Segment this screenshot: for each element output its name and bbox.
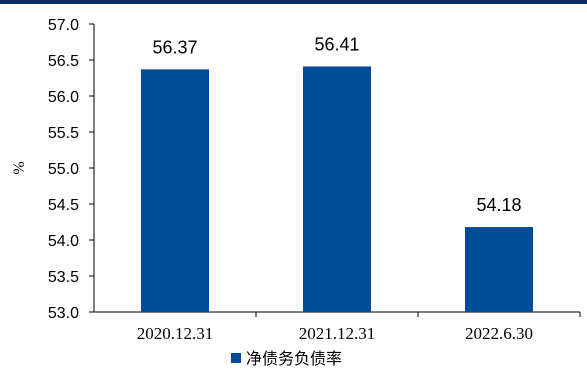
bar: [303, 66, 371, 312]
y-tick-label: 54.0: [48, 233, 79, 250]
y-tick-label: 55.5: [48, 125, 79, 142]
y-axis-label: %: [11, 161, 28, 174]
x-category-label: 2020.12.31: [137, 324, 214, 343]
y-tick-label: 53.5: [48, 269, 79, 286]
legend-label: 净债务负债率: [246, 349, 342, 368]
bar: [465, 227, 533, 312]
y-tick-label: 55.0: [48, 161, 79, 178]
x-category-label: 2022.6.30: [465, 324, 533, 343]
y-tick-label: 53.0: [48, 305, 79, 322]
legend: 净债务负债率: [231, 349, 342, 368]
y-tick-label: 56.0: [48, 89, 79, 106]
x-category-label: 2021.12.31: [299, 324, 376, 343]
y-tick-label: 54.5: [48, 197, 79, 214]
y-tick-label: 56.5: [48, 53, 79, 70]
bar: [141, 69, 209, 312]
top-rule: [0, 0, 587, 4]
y-ticks: 53.0 53.5 54.0 54.5 55.0 55.5 56.0 56.5 57.0: [48, 17, 94, 322]
data-labels: 56.37 56.41 54.18: [152, 34, 521, 215]
legend-swatch: [231, 353, 241, 363]
data-label: 54.18: [476, 195, 521, 215]
data-label: 56.37: [152, 37, 197, 57]
y-tick-label: 57.0: [48, 17, 79, 34]
bars: [141, 66, 533, 312]
data-label: 56.41: [314, 34, 359, 54]
x-category-labels: 2020.12.31 2021.12.31 2022.6.30: [137, 312, 581, 343]
